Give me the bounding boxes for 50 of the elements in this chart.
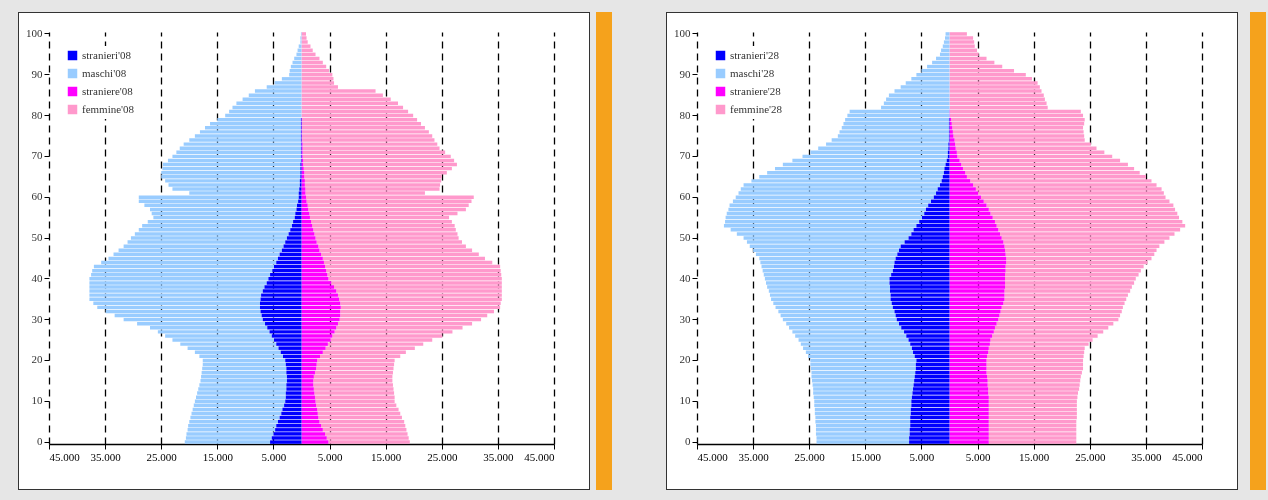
x-tick-label: 45.000 [1172,450,1203,463]
legend-label: maschi'28 [730,66,775,79]
legend-label: straniere'28 [730,84,782,97]
legend-label: straniere'08 [82,84,134,97]
x-tick-label: 25.000 [1075,450,1106,463]
y-tick-label: 40 [679,271,691,284]
y-tick-label: 70 [31,149,43,162]
x-tick-label: 15.000 [1019,450,1050,463]
x-tick-label: 5.000 [317,450,343,463]
x-tick-label: 15.000 [371,450,402,463]
x-tick-label: 45.000 [524,450,555,463]
x-tick-label: 5.000 [261,450,287,463]
y-tick-label: 30 [31,312,43,325]
x-tick-label: 35.000 [1131,450,1163,463]
x-tick-label: 35.000 [90,450,122,463]
y-tick-label: 90 [679,67,691,80]
x-tick-label: 15.000 [850,450,882,463]
y-tick-label: 50 [31,231,43,243]
x-tick-label: 35.000 [483,450,515,463]
x-tick-label: 5.000 [965,450,991,463]
y-tick-label: 10 [679,394,691,407]
y-tick-label: 100 [26,26,43,39]
x-tick-label: 25.000 [794,450,826,463]
x-tick-label: 5.000 [909,450,935,463]
y-tick-label: 10 [31,394,43,407]
x-tick-label: 25.000 [146,450,178,463]
legend-label: maschi'08 [82,66,127,79]
x-tick-label: 45.000 [697,450,729,463]
legend-label: stranieri'28 [730,48,780,61]
x-tick-label: 25.000 [427,450,458,463]
x-tick-label: 15.000 [202,450,234,463]
y-tick-label: 0 [685,435,691,448]
y-tick-label: 80 [31,108,43,121]
y-tick-label: 100 [674,26,691,39]
y-tick-label: 50 [679,231,691,243]
y-tick-label: 60 [679,190,691,203]
legend-label: femmine'28 [730,102,783,115]
x-tick-label: 45.000 [49,450,81,463]
y-tick-label: 20 [31,353,43,366]
y-tick-label: 90 [31,67,43,80]
y-tick-label: 30 [679,312,691,325]
y-tick-label: 70 [679,149,691,162]
legend-label: stranieri'08 [82,48,132,61]
y-tick-label: 0 [37,435,43,448]
y-tick-label: 80 [679,108,691,121]
y-tick-label: 60 [31,190,43,203]
x-tick-label: 35.000 [738,450,770,463]
y-tick-label: 40 [31,271,43,284]
legend-label: femmine'08 [82,102,135,115]
y-tick-label: 20 [679,353,691,366]
